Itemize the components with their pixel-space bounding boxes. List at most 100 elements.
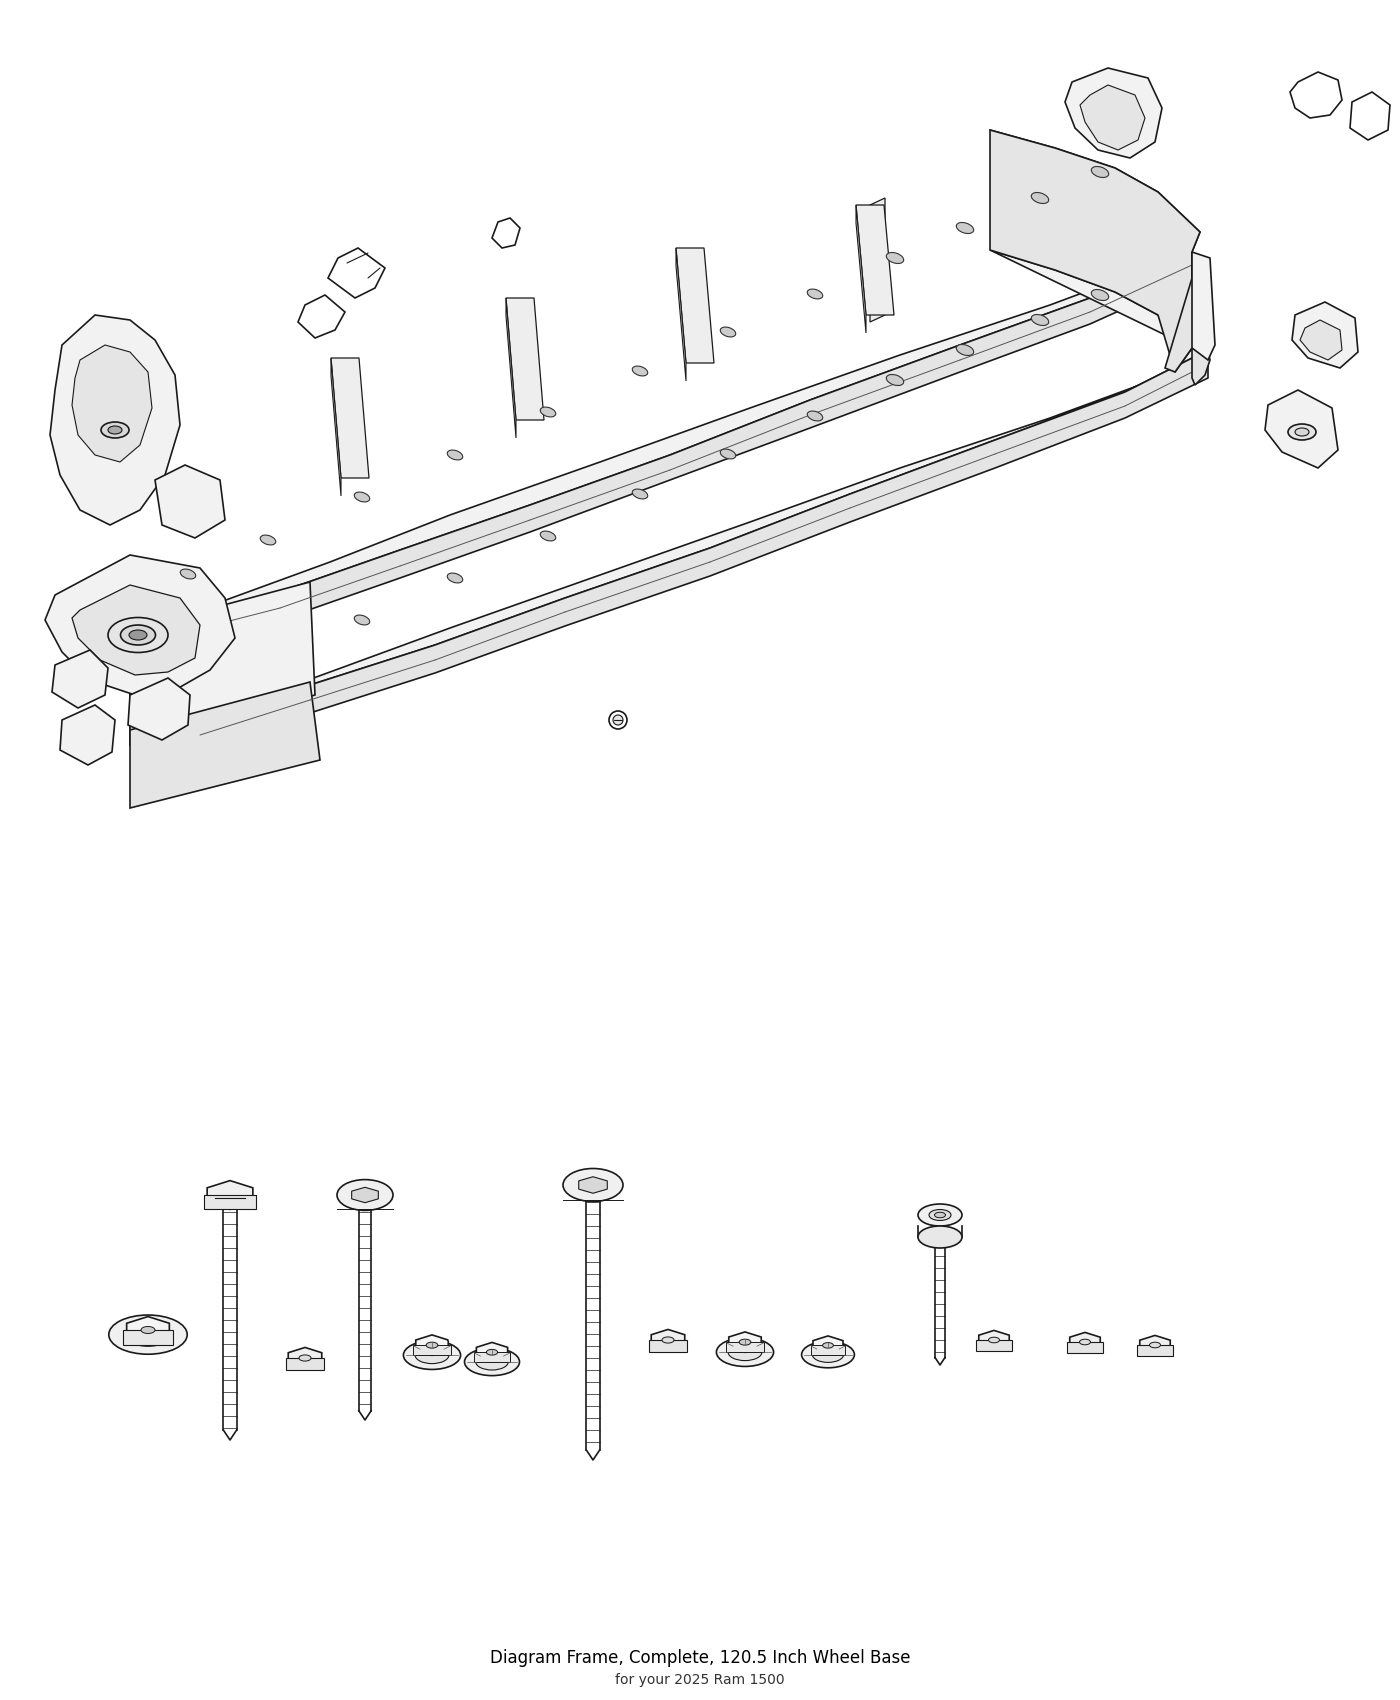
Ellipse shape — [823, 1343, 833, 1348]
Polygon shape — [1191, 252, 1215, 360]
Polygon shape — [416, 1334, 448, 1355]
Polygon shape — [1140, 1336, 1170, 1355]
Text: Diagram Frame, Complete, 120.5 Inch Wheel Base: Diagram Frame, Complete, 120.5 Inch Whee… — [490, 1649, 910, 1668]
Ellipse shape — [403, 1341, 461, 1370]
Ellipse shape — [540, 406, 556, 416]
Ellipse shape — [1032, 314, 1049, 325]
Polygon shape — [127, 678, 190, 740]
Polygon shape — [60, 706, 115, 765]
Polygon shape — [990, 129, 1200, 372]
Ellipse shape — [717, 1338, 774, 1367]
Polygon shape — [811, 1345, 846, 1355]
Ellipse shape — [886, 374, 903, 386]
Ellipse shape — [988, 1338, 1000, 1343]
Polygon shape — [165, 250, 1208, 729]
Polygon shape — [207, 1180, 253, 1209]
Polygon shape — [1065, 68, 1162, 158]
Polygon shape — [1350, 92, 1390, 139]
Ellipse shape — [720, 449, 736, 459]
Polygon shape — [1079, 85, 1145, 150]
Ellipse shape — [1079, 1340, 1091, 1345]
Polygon shape — [45, 554, 235, 695]
Ellipse shape — [720, 326, 736, 337]
Ellipse shape — [101, 422, 129, 439]
Polygon shape — [288, 1348, 322, 1369]
Ellipse shape — [260, 536, 276, 546]
Ellipse shape — [563, 1168, 623, 1202]
Polygon shape — [328, 248, 385, 298]
Ellipse shape — [1295, 428, 1309, 435]
Polygon shape — [1292, 303, 1358, 367]
Ellipse shape — [918, 1226, 962, 1248]
Ellipse shape — [808, 411, 823, 422]
Ellipse shape — [141, 1326, 155, 1333]
Polygon shape — [729, 1331, 762, 1353]
Ellipse shape — [109, 1316, 188, 1355]
Polygon shape — [976, 1340, 1012, 1352]
Ellipse shape — [300, 1355, 311, 1362]
Ellipse shape — [416, 1346, 449, 1363]
Polygon shape — [676, 248, 686, 381]
Ellipse shape — [129, 631, 147, 639]
Polygon shape — [855, 206, 867, 333]
Polygon shape — [413, 1345, 451, 1355]
Ellipse shape — [354, 615, 370, 626]
Ellipse shape — [728, 1343, 762, 1360]
Polygon shape — [130, 252, 1191, 658]
Polygon shape — [50, 314, 181, 525]
Polygon shape — [1070, 1333, 1100, 1352]
Polygon shape — [855, 206, 895, 314]
Polygon shape — [979, 1331, 1009, 1350]
Polygon shape — [578, 1176, 608, 1193]
Polygon shape — [727, 1341, 764, 1352]
Polygon shape — [165, 350, 1208, 758]
Ellipse shape — [1032, 192, 1049, 204]
Circle shape — [609, 711, 627, 729]
Polygon shape — [71, 585, 200, 675]
Polygon shape — [1165, 252, 1210, 384]
Ellipse shape — [1092, 289, 1109, 301]
Polygon shape — [813, 1336, 843, 1355]
Ellipse shape — [1149, 1343, 1161, 1348]
Polygon shape — [505, 298, 517, 439]
Circle shape — [613, 716, 623, 724]
Polygon shape — [130, 626, 165, 745]
Polygon shape — [1301, 320, 1343, 360]
Polygon shape — [123, 1329, 172, 1345]
Ellipse shape — [125, 1323, 172, 1346]
Ellipse shape — [540, 530, 556, 541]
Ellipse shape — [120, 626, 155, 644]
Polygon shape — [203, 1195, 256, 1209]
Ellipse shape — [447, 450, 463, 461]
Ellipse shape — [181, 570, 196, 580]
Polygon shape — [71, 345, 153, 462]
Polygon shape — [648, 1340, 687, 1352]
Ellipse shape — [662, 1336, 673, 1343]
Polygon shape — [676, 248, 714, 364]
Ellipse shape — [1288, 423, 1316, 440]
Ellipse shape — [633, 366, 648, 376]
Ellipse shape — [476, 1353, 508, 1370]
Ellipse shape — [956, 223, 973, 233]
Ellipse shape — [935, 1212, 945, 1217]
Ellipse shape — [812, 1346, 844, 1362]
Ellipse shape — [886, 253, 903, 264]
Text: for your 2025 Ram 1500: for your 2025 Ram 1500 — [615, 1673, 785, 1686]
Polygon shape — [1289, 71, 1343, 117]
Ellipse shape — [956, 345, 973, 355]
Ellipse shape — [108, 427, 122, 434]
Ellipse shape — [808, 289, 823, 299]
Polygon shape — [869, 197, 885, 321]
Ellipse shape — [426, 1343, 438, 1348]
Ellipse shape — [354, 491, 370, 501]
Polygon shape — [330, 359, 370, 478]
Polygon shape — [330, 359, 342, 496]
Polygon shape — [476, 1343, 508, 1362]
Polygon shape — [286, 1358, 325, 1370]
Ellipse shape — [930, 1209, 951, 1221]
Ellipse shape — [918, 1204, 962, 1226]
Polygon shape — [130, 129, 1200, 631]
Polygon shape — [130, 682, 321, 808]
Polygon shape — [155, 466, 225, 537]
Ellipse shape — [633, 490, 648, 498]
